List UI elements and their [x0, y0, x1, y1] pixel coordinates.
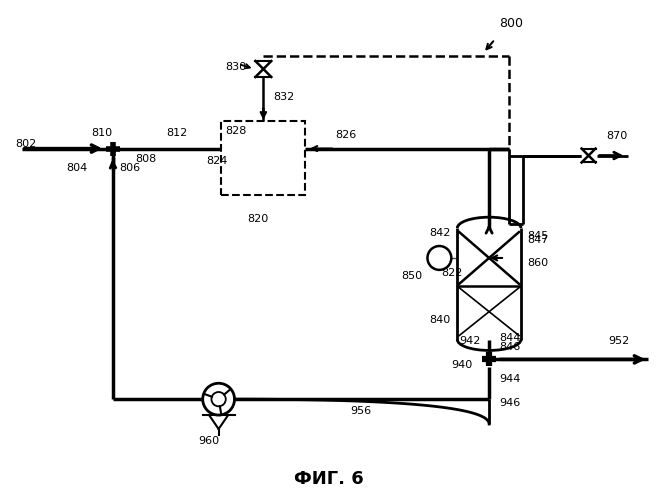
- Text: 960: 960: [198, 436, 219, 446]
- Text: 847: 847: [527, 235, 548, 245]
- Text: 956: 956: [350, 406, 371, 416]
- Text: 808: 808: [135, 154, 157, 164]
- Text: 846: 846: [499, 342, 520, 352]
- Text: 944: 944: [499, 374, 520, 384]
- Text: ФИГ. 6: ФИГ. 6: [294, 470, 364, 488]
- Text: 844: 844: [499, 332, 520, 342]
- Text: 860: 860: [527, 258, 548, 268]
- Bar: [220, 120, 305, 196]
- Circle shape: [211, 392, 226, 406]
- Text: 842: 842: [430, 228, 451, 238]
- Text: 840: 840: [430, 314, 451, 324]
- Text: 800: 800: [499, 17, 523, 30]
- Text: 804: 804: [66, 164, 88, 173]
- Text: 812: 812: [166, 128, 187, 138]
- Circle shape: [203, 384, 234, 415]
- Text: 845: 845: [527, 231, 548, 241]
- Text: 824: 824: [207, 156, 228, 166]
- Text: 826: 826: [335, 130, 356, 140]
- Circle shape: [428, 246, 451, 270]
- Text: 810: 810: [91, 128, 113, 138]
- Text: 952: 952: [609, 336, 630, 346]
- Text: 870: 870: [607, 130, 628, 140]
- Text: 828: 828: [226, 126, 247, 136]
- Text: 940: 940: [451, 360, 472, 370]
- Text: 850: 850: [401, 271, 422, 281]
- Text: 822: 822: [442, 268, 463, 278]
- Text: 942: 942: [459, 336, 480, 346]
- Text: 806: 806: [119, 164, 140, 173]
- Text: 832: 832: [273, 92, 295, 102]
- Text: 946: 946: [499, 398, 520, 408]
- Text: 802: 802: [14, 138, 36, 148]
- Text: 820: 820: [247, 214, 268, 224]
- Text: 830: 830: [226, 62, 247, 72]
